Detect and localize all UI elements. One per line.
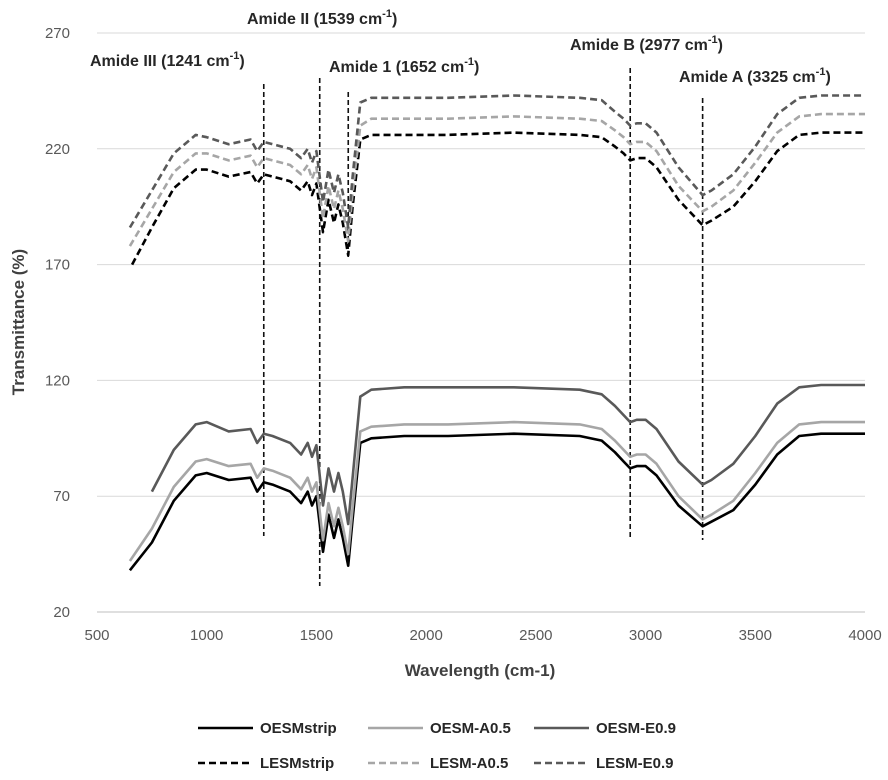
x-tick-label-1000: 1000 (190, 627, 223, 644)
y-tick-label-120: 120 (45, 372, 70, 389)
y-tick-label-20: 20 (53, 604, 70, 621)
y-tick-label-220: 220 (45, 141, 70, 158)
tick-labels: 20 70 120 170 220 270 500 1000 1500 2000 2500 3000 3… (45, 25, 882, 644)
series-lines (128, 94, 865, 572)
series-line-lesm-e0-9 (128, 94, 865, 229)
legend-label-5: LESM-A0.5 (430, 755, 508, 772)
gridlines (97, 32, 865, 613)
legend: OESMstrip OESM-A0.5 OESM-E0.9 LESMstrip LESM… (198, 720, 676, 772)
legend-label-2: OESM-A0.5 (430, 720, 511, 737)
legend-label-1: OESMstrip (260, 720, 337, 737)
x-tick-label-2000: 2000 (409, 627, 442, 644)
y-tick-label-170: 170 (45, 257, 70, 274)
series-line-oesmstrip (128, 432, 865, 572)
legend-label-6: LESM-E0.9 (596, 755, 674, 772)
annotation-label-amide-ii: Amide II (1539 cm-1) (247, 8, 397, 28)
series-line-lesm-a0-5 (128, 112, 865, 247)
x-tick-label-500: 500 (84, 627, 109, 644)
x-tick-label-2500: 2500 (519, 627, 552, 644)
series-line-oesm-a0-5 (128, 420, 865, 562)
x-axis-title: Wavelength (cm-1) (405, 661, 556, 680)
x-tick-label-3500: 3500 (739, 627, 772, 644)
y-tick-label-70: 70 (53, 488, 70, 505)
annotation-label-amide-iii: Amide III (1241 cm-1) (90, 50, 245, 70)
annotation-lines (262, 68, 704, 586)
annotation-label-amide-1: Amide 1 (1652 cm-1) (329, 56, 479, 76)
y-axis-title: Transmittance (%) (9, 249, 28, 395)
legend-label-3: OESM-E0.9 (596, 720, 676, 737)
y-tick-label-270: 270 (45, 25, 70, 42)
x-tick-label-1500: 1500 (300, 627, 333, 644)
legend-label-4: LESMstrip (260, 755, 334, 772)
annotations: Amide III (1241 cm-1) Amide II (1539 cm-1… (90, 8, 831, 86)
series-line-oesm-e0-9 (150, 383, 865, 526)
annotation-label-amide-b: Amide B (2977 cm-1) (570, 34, 723, 54)
x-tick-label-4000: 4000 (848, 627, 881, 644)
annotation-label-amide-a: Amide A (3325 cm-1) (679, 66, 831, 86)
series-line-lesmstrip (130, 131, 865, 266)
x-tick-label-3000: 3000 (629, 627, 662, 644)
